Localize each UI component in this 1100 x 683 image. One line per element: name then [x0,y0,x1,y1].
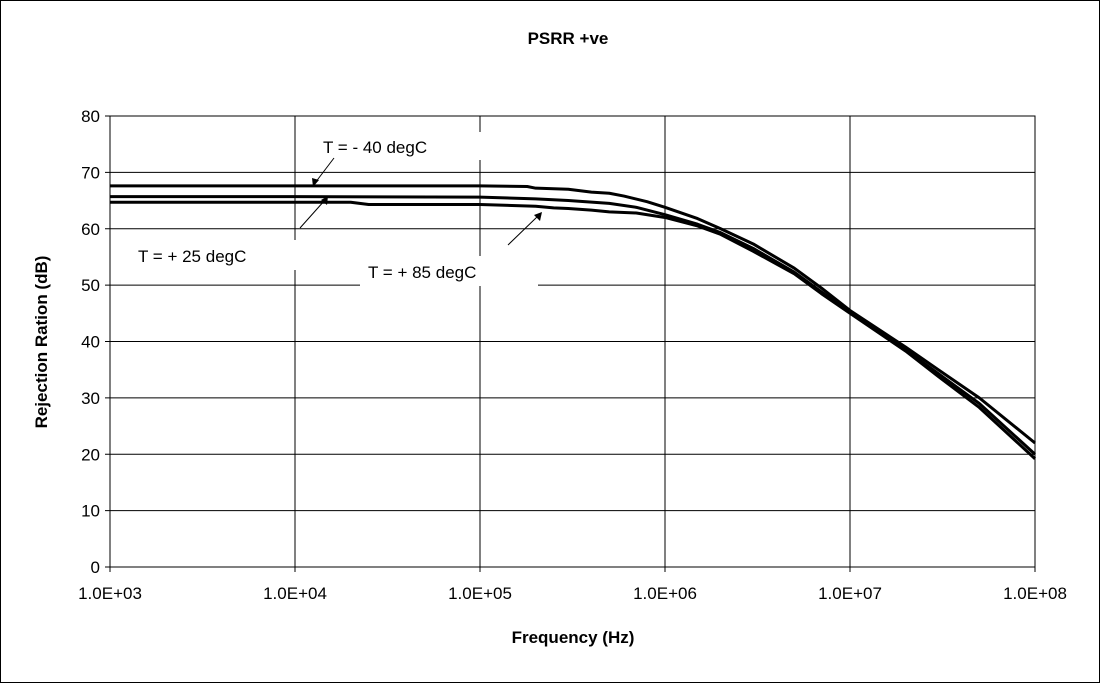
y-tick-label: 80 [81,107,100,126]
y-tick-label: 0 [91,558,100,577]
x-tick-label: 1.0E+07 [818,584,882,603]
y-tick-label: 70 [81,163,100,182]
annotation-plus85-text: T = + 85 degC [368,263,476,282]
annotation-plus25-text: T = + 25 degC [138,247,246,266]
y-tick-label: 50 [81,276,100,295]
y-tick-label: 60 [81,220,100,239]
y-tick-label: 40 [81,333,100,352]
y-tick-label: 20 [81,445,100,464]
y-tick-label: 30 [81,389,100,408]
y-tick-label: 10 [81,502,100,521]
y-axis-label: Rejection Ration (dB) [32,256,51,429]
x-axis-ticks: 1.0E+03 1.0E+04 1.0E+05 1.0E+06 1.0E+07 1.0E+… [78,567,1067,603]
y-axis-ticks: 0 10 20 30 40 50 60 70 80 [81,107,110,577]
x-tick-label: 1.0E+04 [263,584,327,603]
annotation-minus40-text: T = - 40 degC [323,138,427,157]
x-axis-label: Frequency (Hz) [512,628,635,647]
x-tick-label: 1.0E+06 [633,584,697,603]
x-tick-label: 1.0E+05 [448,584,512,603]
chart-title: PSRR +ve [528,29,609,48]
x-tick-label: 1.0E+03 [78,584,142,603]
x-tick-label: 1.0E+08 [1003,584,1067,603]
